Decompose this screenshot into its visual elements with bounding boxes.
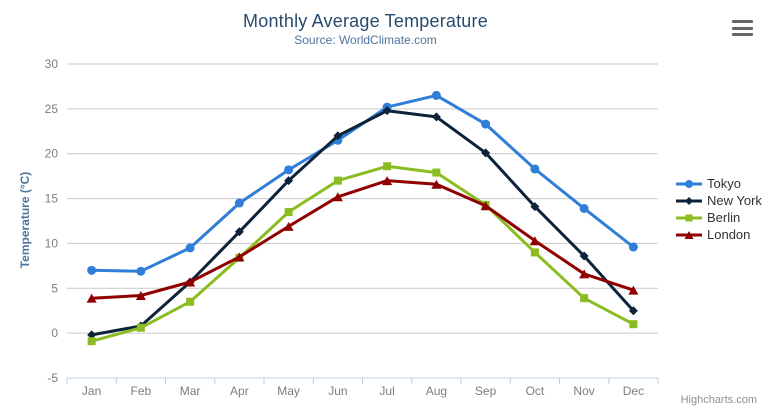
y-axis-tick-label: 0 bbox=[51, 326, 58, 340]
series-london-point[interactable] bbox=[135, 290, 146, 300]
series-new-york-point[interactable] bbox=[628, 306, 638, 316]
series-tokyo-point[interactable] bbox=[185, 243, 195, 253]
series-new-york-point[interactable] bbox=[481, 148, 491, 158]
x-axis-tick-label: Jul bbox=[379, 384, 394, 398]
series-tokyo-point[interactable] bbox=[579, 203, 589, 213]
x-axis-tick-label: May bbox=[277, 384, 300, 398]
series-berlin-point[interactable] bbox=[383, 162, 392, 171]
series-berlin-point[interactable] bbox=[284, 208, 293, 217]
credits-link[interactable]: Highcharts.com bbox=[680, 394, 757, 406]
series-berlin-point[interactable] bbox=[333, 176, 342, 185]
legend-item-tokyo[interactable]: Tokyo bbox=[676, 175, 762, 192]
x-axis-tick-label: Apr bbox=[230, 384, 249, 398]
x-axis-tick-label: Aug bbox=[426, 384, 447, 398]
hamburger-icon bbox=[732, 26, 753, 30]
series-tokyo-point[interactable] bbox=[530, 164, 540, 174]
hamburger-icon bbox=[732, 20, 753, 23]
series-london-point[interactable] bbox=[480, 201, 491, 211]
series-new-york-point[interactable] bbox=[530, 202, 540, 212]
series-tokyo-point[interactable] bbox=[431, 90, 441, 100]
x-axis-tick-label: Sep bbox=[475, 384, 497, 398]
series-london-point[interactable] bbox=[431, 179, 442, 189]
x-axis-tick-label: Jan bbox=[82, 384, 101, 398]
chart-title: Monthly Average Temperature bbox=[243, 11, 488, 31]
y-axis-tick-label: -5 bbox=[47, 371, 58, 385]
x-axis-tick-label: Oct bbox=[526, 384, 545, 398]
x-axis-tick-label: Dec bbox=[623, 384, 644, 398]
series-london-point[interactable] bbox=[382, 176, 393, 186]
legend-item-new-york[interactable]: New York bbox=[676, 192, 762, 209]
series-new-york-point[interactable] bbox=[234, 227, 244, 237]
series-london-line bbox=[90, 179, 635, 300]
series-london-point[interactable] bbox=[185, 277, 196, 287]
series-new-york-point[interactable] bbox=[382, 106, 392, 116]
series-berlin-point[interactable] bbox=[136, 323, 145, 332]
series-new-york-point[interactable] bbox=[87, 330, 97, 340]
series-london-point[interactable] bbox=[86, 293, 97, 303]
series-tokyo-point[interactable] bbox=[234, 198, 244, 208]
y-axis-tick-label: 15 bbox=[45, 192, 59, 206]
legend-item-london[interactable]: London bbox=[676, 226, 762, 243]
series-new-york-point[interactable] bbox=[284, 176, 294, 186]
series-new-york-point[interactable] bbox=[333, 131, 343, 141]
series-berlin-point[interactable] bbox=[186, 297, 195, 306]
legend-item-label: New York bbox=[707, 193, 762, 208]
legend-item-label: Berlin bbox=[707, 210, 741, 225]
series-london-point[interactable] bbox=[234, 252, 245, 262]
series-london-point[interactable] bbox=[529, 236, 540, 246]
series-london-point[interactable] bbox=[579, 269, 590, 279]
series-tokyo-point[interactable] bbox=[284, 165, 294, 175]
series-london-point[interactable] bbox=[628, 285, 639, 295]
y-axis-tick-label: 10 bbox=[45, 236, 59, 250]
series-berlin-line bbox=[90, 164, 635, 343]
series-berlin-point[interactable] bbox=[530, 248, 539, 257]
series-berlin-point[interactable] bbox=[580, 294, 589, 303]
y-axis-tick-label: 30 bbox=[45, 57, 59, 71]
y-axis-tick-label: 5 bbox=[51, 281, 58, 295]
legend-item-label: Tokyo bbox=[707, 176, 741, 191]
series-tokyo-point[interactable] bbox=[87, 265, 97, 275]
london-legend-marker-icon bbox=[676, 230, 702, 239]
y-axis-tick-label: 25 bbox=[45, 102, 59, 116]
series-new-york-line bbox=[90, 109, 635, 337]
series-new-york-point[interactable] bbox=[579, 251, 589, 261]
series-tokyo-point[interactable] bbox=[481, 119, 491, 129]
series-berlin-point[interactable] bbox=[87, 337, 96, 346]
legend: Tokyo New York Berlin London bbox=[676, 175, 762, 243]
series-berlin-point[interactable] bbox=[432, 168, 441, 177]
x-axis-tick-label: Nov bbox=[573, 384, 594, 398]
x-axis-tick-label: Mar bbox=[180, 384, 201, 398]
hamburger-icon bbox=[732, 33, 753, 36]
context-menu-button[interactable] bbox=[732, 20, 753, 36]
x-axis-tick-label: Feb bbox=[131, 384, 152, 398]
series-london-point[interactable] bbox=[332, 192, 343, 202]
series-tokyo-point[interactable] bbox=[136, 266, 146, 276]
tokyo-legend-marker-icon bbox=[676, 179, 702, 188]
series-tokyo-point[interactable] bbox=[628, 242, 638, 252]
series-berlin-point[interactable] bbox=[629, 320, 638, 329]
legend-item-berlin[interactable]: Berlin bbox=[676, 209, 762, 226]
chart-subtitle: Source: WorldClimate.com bbox=[294, 33, 437, 47]
new-york-legend-marker-icon bbox=[676, 196, 702, 205]
x-axis-tick-label: Jun bbox=[328, 384, 347, 398]
series-new-york-point[interactable] bbox=[431, 112, 441, 122]
series-london-point[interactable] bbox=[283, 221, 294, 231]
y-axis-tick-label: 20 bbox=[45, 147, 59, 161]
legend-item-label: London bbox=[707, 227, 751, 242]
berlin-legend-marker-icon bbox=[676, 214, 702, 221]
